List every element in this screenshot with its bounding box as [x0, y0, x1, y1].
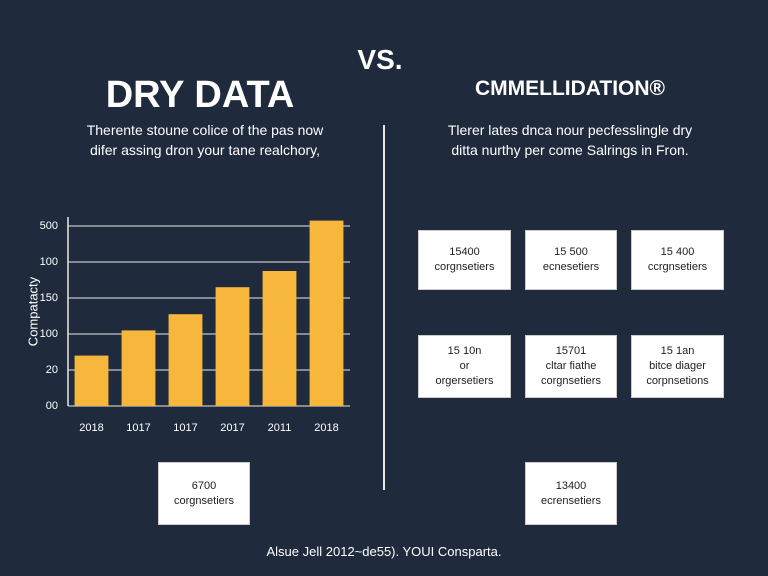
card-line: or	[459, 360, 470, 372]
card: 15400 corgnsetiers	[418, 230, 511, 290]
bar	[262, 271, 297, 406]
footer: Alsue Jell 2012~de55). YOUI Consparta.	[266, 544, 502, 559]
card-line: 6700	[191, 479, 217, 492]
card-line: 13400	[555, 479, 587, 492]
y-tick-label: 00	[46, 400, 58, 412]
card-line: ccrgnsetiers	[647, 261, 708, 273]
card: 15 400 ccrgnsetiers	[631, 230, 724, 290]
card-line: ecnesetiers	[542, 261, 600, 273]
card-line: bitce diager	[649, 360, 706, 372]
x-tick-label: 2018	[314, 422, 338, 434]
card-line: corgnsetiers	[174, 494, 234, 507]
card-line: corpnsetions	[646, 375, 709, 387]
card-line: corgnsetiers	[541, 375, 601, 387]
card-line: 15400	[449, 246, 480, 258]
y-tick-label: 100	[40, 328, 58, 340]
right-title: CMMELLIDATION®	[474, 77, 666, 100]
card-line: 15 400	[660, 246, 695, 258]
x-tick-label: 1017	[173, 422, 197, 434]
y-tick-label: 20	[46, 364, 58, 376]
x-tick-label: 2017	[220, 422, 244, 434]
bar	[309, 220, 344, 406]
y-tick-label: 500	[40, 220, 58, 232]
card: 13400 ecrensetiers	[525, 462, 617, 525]
divider	[383, 125, 385, 490]
bar	[168, 314, 203, 406]
card-line: ecrensetiers	[541, 494, 601, 507]
bar	[215, 287, 250, 406]
card-line: 15701	[555, 345, 587, 357]
card-line: 15 500	[554, 246, 588, 258]
y-axis-label: Compatacty	[25, 276, 40, 346]
x-tick-label: 2011	[268, 422, 292, 434]
card: 15 1an bitce diager corpnsetions	[631, 335, 724, 398]
card: 15 500 ecnesetiers	[525, 230, 617, 290]
card: 15701 cltar fiathe corgnsetiers	[525, 335, 617, 398]
vs-label: VS.	[357, 44, 403, 75]
text-line: ditta nurthy per come Salrings in Fron.	[451, 142, 689, 158]
x-tick-label: 1017	[126, 422, 150, 434]
y-tick-label: 100	[40, 256, 58, 268]
card: 15 10n or orgersetiers	[418, 335, 511, 398]
right-text: Tlerer lates dnca nour pecfesslingle dry…	[405, 120, 735, 160]
left-text: Therente stoune colice of the pas now di…	[40, 120, 370, 160]
text-line: difer assing dron your tane realchory,	[89, 142, 321, 158]
y-tick-label: 150	[40, 292, 58, 304]
bar	[121, 330, 156, 406]
chart: 00 20 100 150 100 500 Compatacty 2018 1017 1017 20…	[25, 217, 350, 434]
text-line: Tlerer lates dnca nour pecfesslingle dry	[447, 122, 693, 138]
x-tick-label: 2018	[79, 422, 103, 434]
card-line: corgnsetiers	[434, 261, 495, 273]
left-title: DRY DATA	[105, 74, 295, 116]
text-line: Therente stoune colice of the pas now	[86, 122, 324, 138]
bar	[74, 355, 109, 406]
card-line: cltar fiathe	[545, 360, 597, 372]
card-line: 15 10n	[447, 345, 482, 357]
card: 6700 corgnsetiers	[158, 462, 250, 525]
card-line: 15 1an	[660, 345, 695, 357]
card-line: orgersetiers	[435, 375, 494, 387]
